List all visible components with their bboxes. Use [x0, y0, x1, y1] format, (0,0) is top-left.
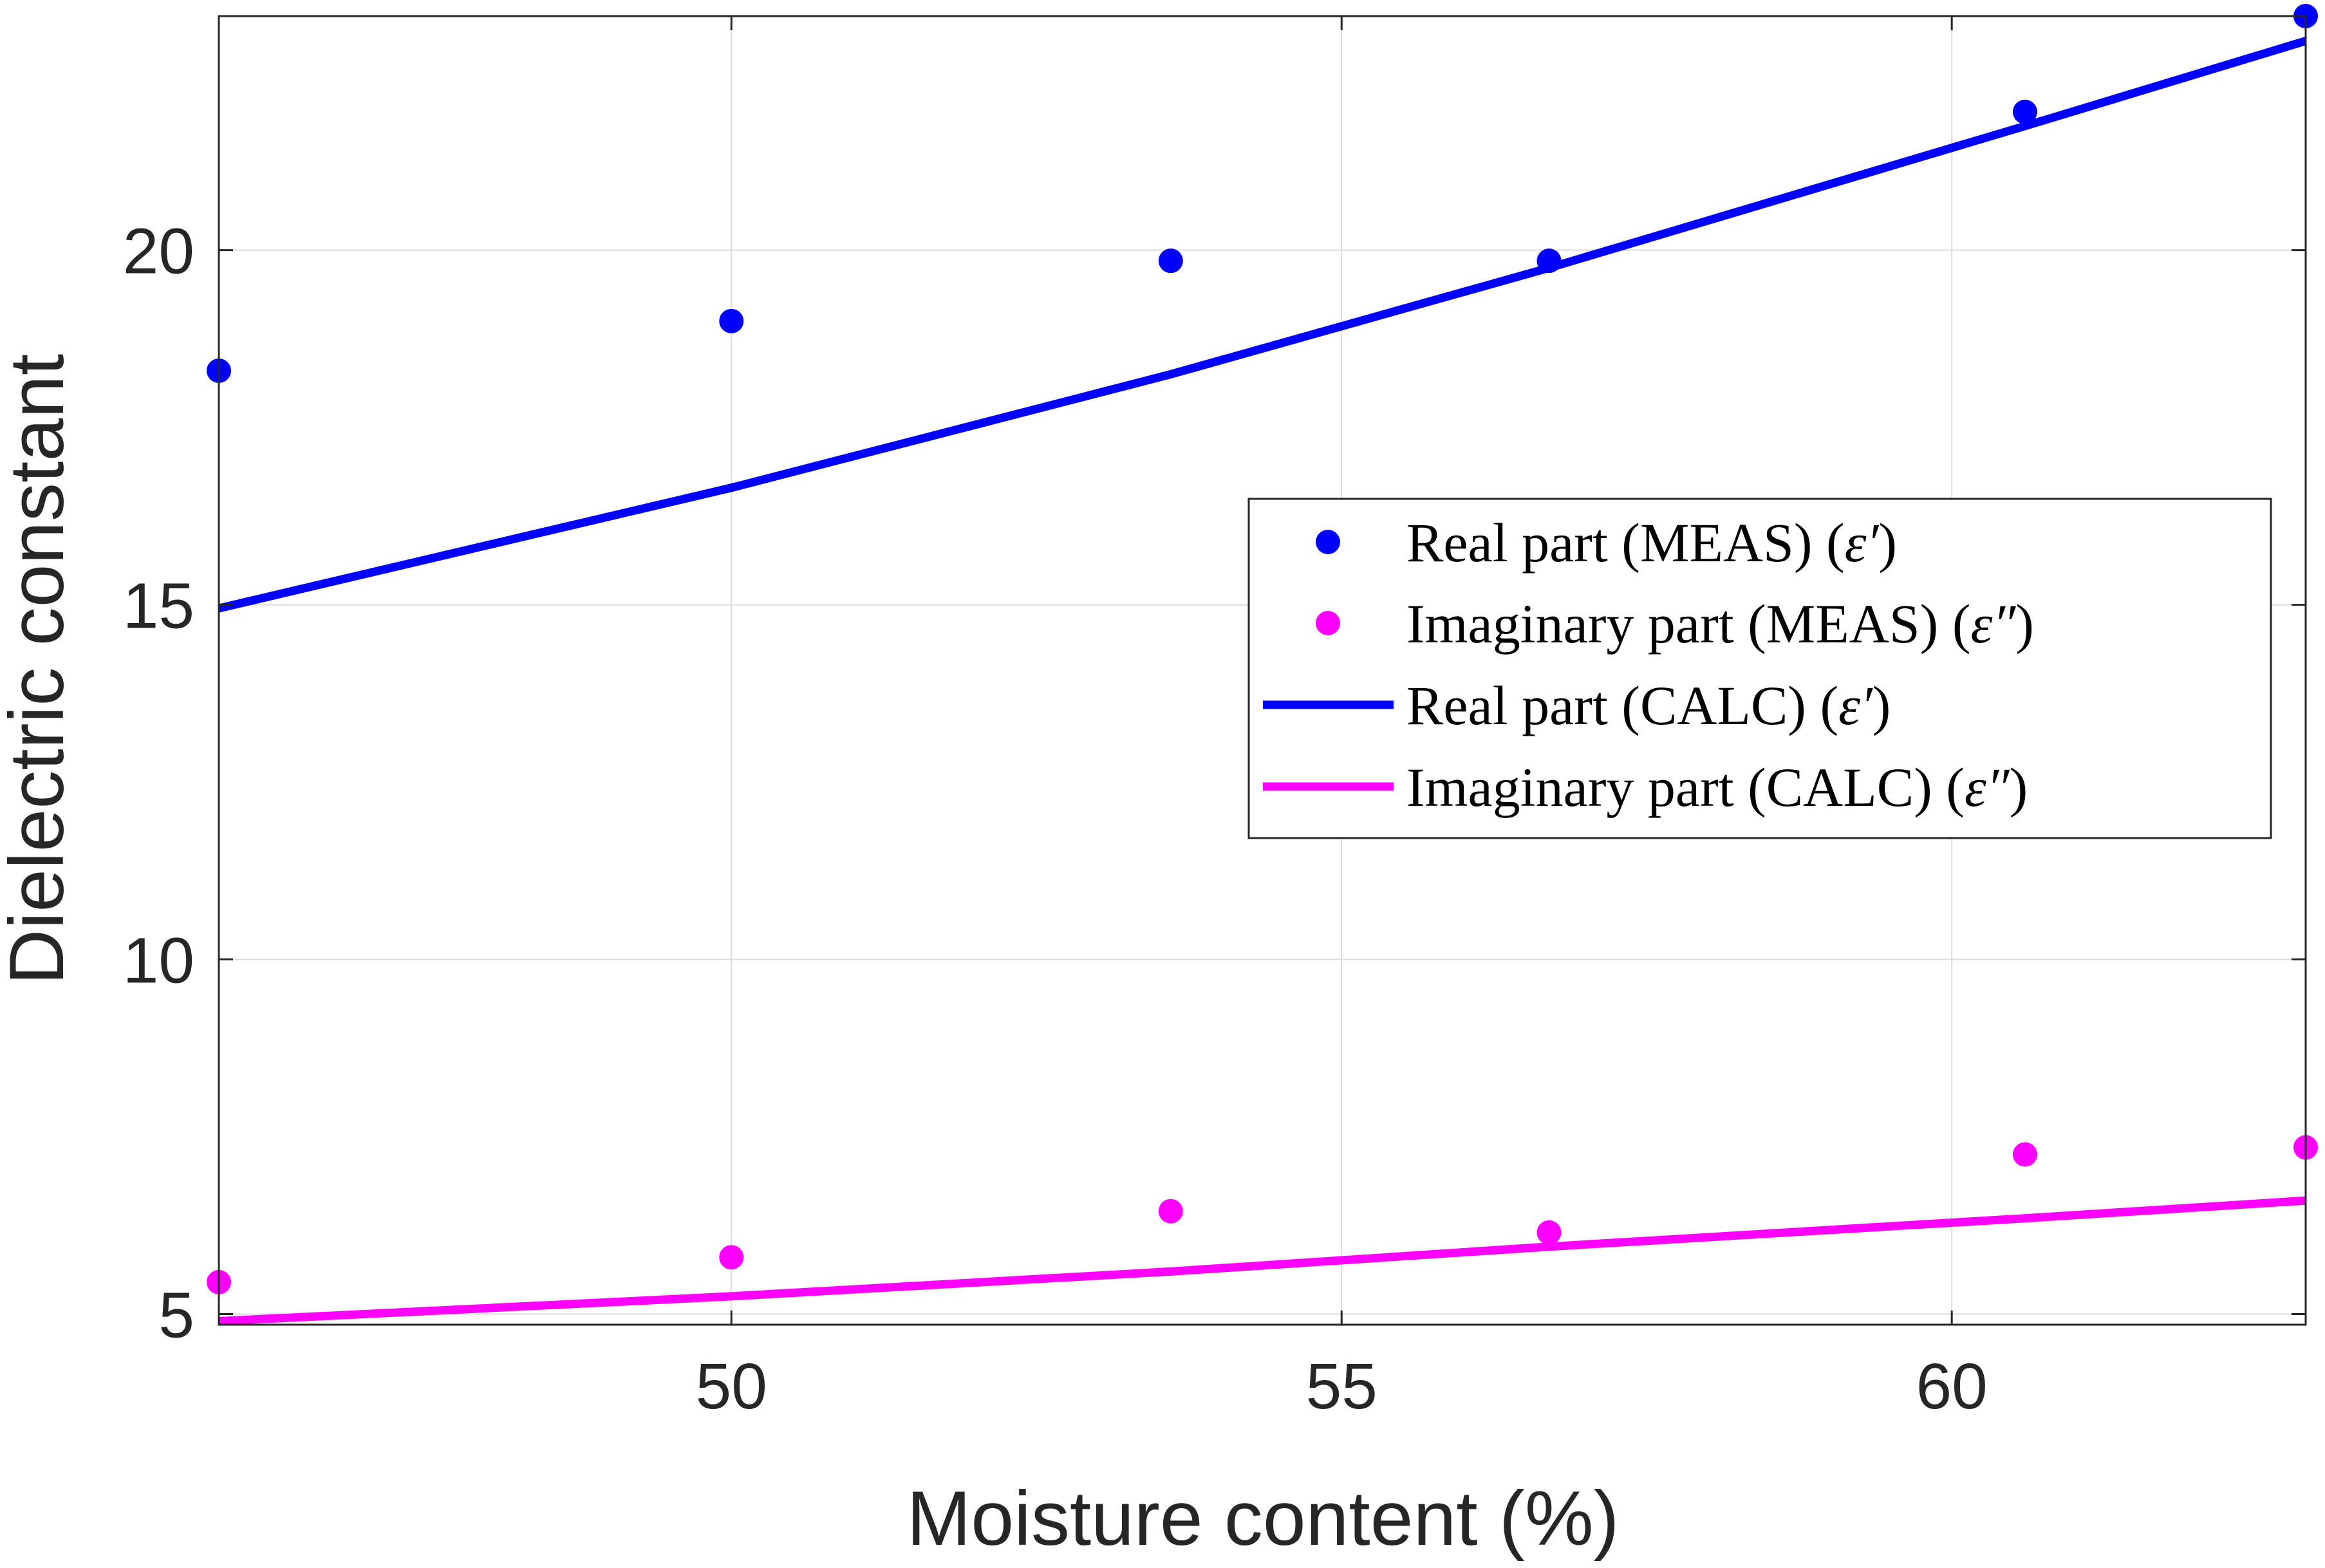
legend-box [1247, 498, 2272, 839]
legend-label-symbol: ε′ [1845, 512, 1880, 574]
legend-label: Imaginary part (CALC) (ε″) [1406, 756, 2028, 818]
data-point [1536, 248, 1562, 274]
x-axis-label: Moisture content (%) [906, 1475, 1619, 1562]
series-line [218, 37, 2307, 613]
plot-frame [218, 15, 2307, 1326]
x-tick-label: 60 [1916, 1350, 1988, 1423]
data-point [719, 308, 744, 333]
data-point [2012, 1142, 2037, 1167]
data-point [1536, 1220, 1562, 1245]
legend-item: Imaginary part (MEAS) (ε″) [1316, 593, 2034, 655]
legend-label-text: Real part (CALC) ( [1406, 675, 1838, 736]
x-tick-label: 50 [696, 1350, 767, 1423]
legend-label-suffix: ) [1872, 675, 1891, 736]
series-line [218, 1196, 2306, 1325]
legend-label-suffix: ) [2015, 593, 2034, 655]
y-tick-label: 20 [123, 216, 194, 288]
series-2 [218, 37, 2307, 613]
data-point [719, 1245, 744, 1270]
legend: Real part (MEAS) (ε′)Imaginary part (MEA… [1247, 498, 2272, 839]
legend-label-text: Imaginary part (CALC) ( [1406, 756, 1965, 818]
legend-label-suffix: ) [2010, 756, 2028, 818]
y-tick-label: 10 [123, 925, 194, 997]
plot-area [207, 4, 2318, 1325]
y-axis-label: Dielectric constant [0, 354, 80, 985]
axis-ticks: 50 55 60 5 10 15 20 [123, 16, 2306, 1423]
legend-label: Imaginary part (MEAS) (ε″) [1406, 593, 2034, 655]
legend-label-text: Real part (MEAS) ( [1406, 512, 1845, 574]
series-1-points [207, 1135, 2318, 1294]
legend-item: Imaginary part (CALC) (ε″) [1263, 756, 2028, 818]
legend-label-symbol: ε″ [1970, 593, 2016, 655]
series-0-points [207, 4, 2318, 383]
x-tick-label: 55 [1306, 1350, 1377, 1423]
legend-label-text: Imaginary part (MEAS) ( [1406, 593, 1970, 655]
legend-label: Real part (MEAS) (ε′) [1406, 512, 1897, 574]
y-tick-label: 15 [123, 570, 194, 642]
legend-label-symbol: ε″ [1965, 756, 2010, 818]
data-point [1158, 248, 1183, 274]
legend-marker [1316, 530, 1340, 554]
legend-label-suffix: ) [1878, 512, 1897, 574]
legend-label: Real part (CALC) (ε′) [1406, 675, 1891, 736]
legend-label-symbol: ε′ [1838, 675, 1873, 736]
series-3 [218, 1196, 2306, 1325]
data-point [2012, 99, 2037, 124]
legend-marker [1316, 611, 1340, 635]
y-tick-label: 5 [158, 1279, 194, 1351]
legend-item: Real part (MEAS) (ε′) [1316, 512, 1897, 574]
legend-item: Real part (CALC) (ε′) [1263, 675, 1891, 736]
data-point [1158, 1199, 1183, 1224]
